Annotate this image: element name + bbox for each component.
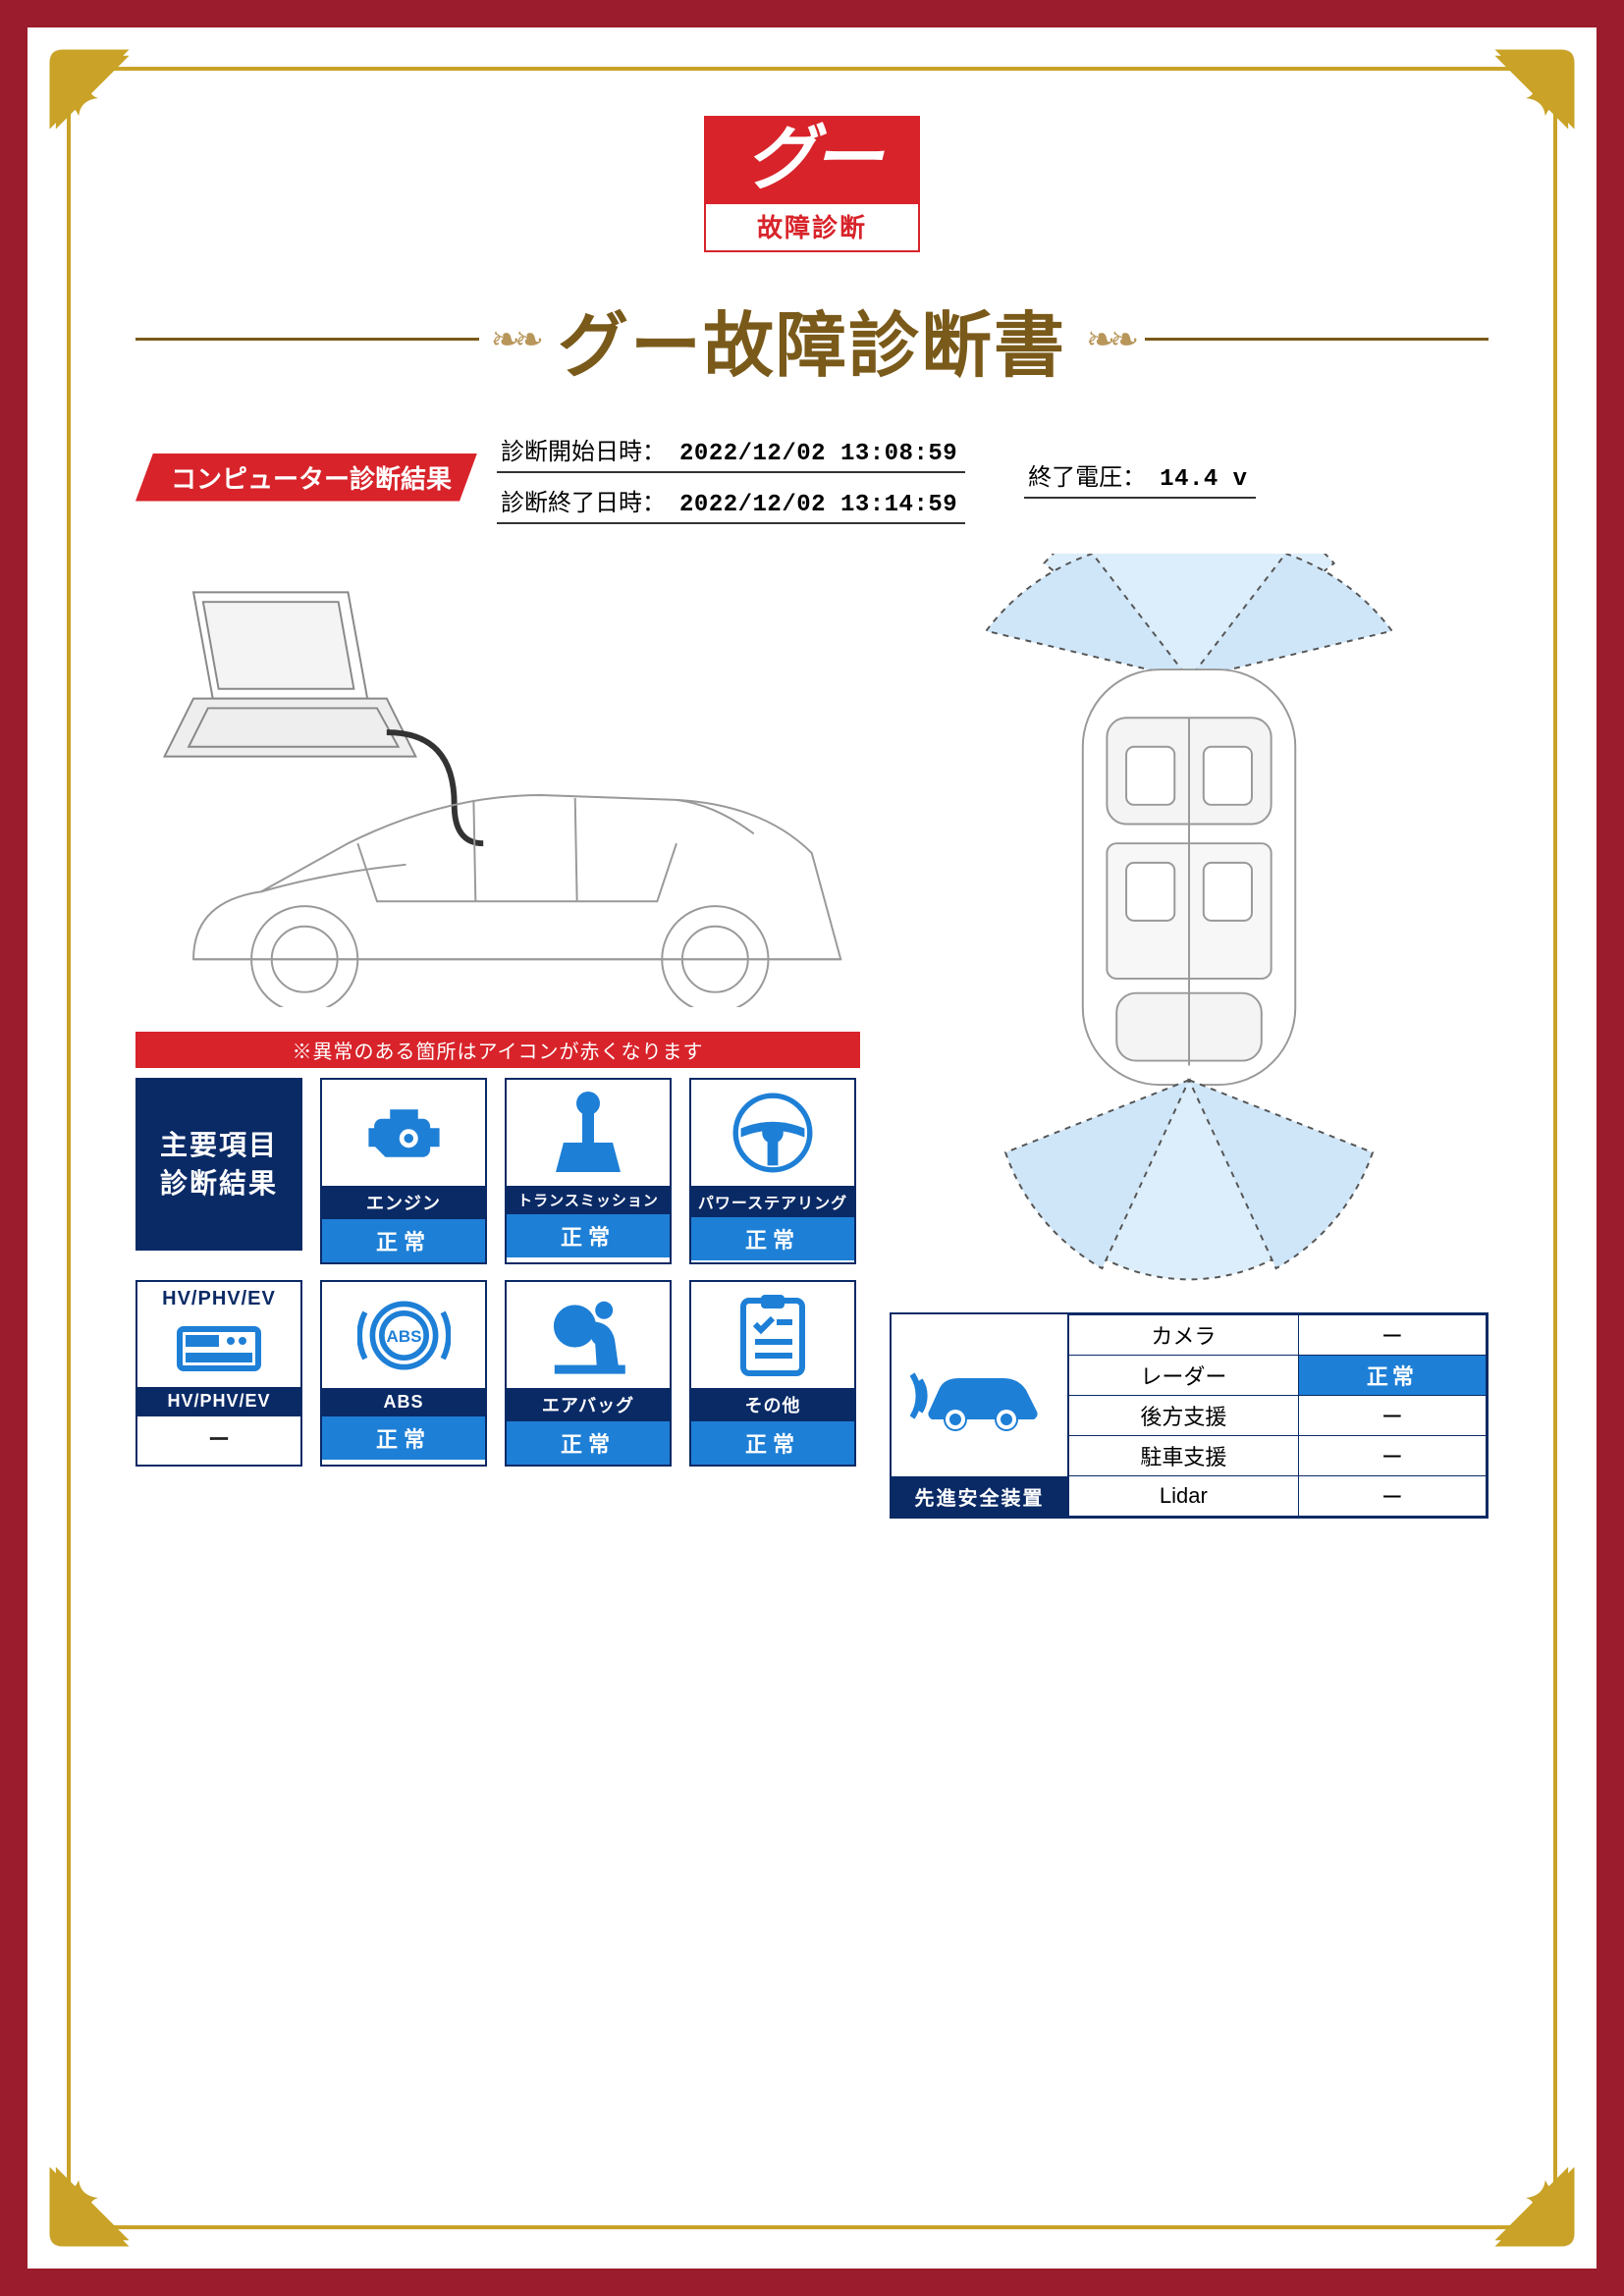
title-rule-left: [135, 338, 479, 341]
tile-other-status: 正常: [691, 1421, 854, 1465]
grid-header-text: 主要項目 診断結果: [160, 1126, 278, 1202]
meta-voltage: 終了電圧： 14.4 v: [1024, 455, 1255, 499]
title-ornament-left: ❧❧: [491, 319, 538, 360]
meta-end-value: 2022/12/02 13:14:59: [679, 492, 957, 518]
tile-engine-status: 正常: [322, 1219, 485, 1262]
tile-power-steering: パワーステアリング 正常: [689, 1078, 856, 1264]
car-side-diagram: ※異常のある箇所はアイコンが赤くなります 主要項目 診断結果 エンジン 正常: [135, 554, 860, 1467]
tile-abs: ABS ABS 正常: [320, 1280, 487, 1467]
tile-steering-status: 正常: [691, 1217, 854, 1260]
meta-end-label: 診断終了日時：: [501, 483, 666, 517]
meta-start-label: 診断開始日時：: [501, 432, 666, 466]
title-rule-right: [1145, 338, 1489, 341]
tile-hv-title: HV/PHV/EV: [137, 1282, 300, 1310]
adas-row-value: ー: [1298, 1435, 1486, 1475]
tile-hv: HV/PHV/EV HV/PHV/EV ー: [135, 1280, 302, 1467]
clipboard-icon: [691, 1282, 854, 1388]
adas-car-icon: [892, 1314, 1067, 1476]
diagram-row: ※異常のある箇所はアイコンが赤くなります 主要項目 診断結果 エンジン 正常: [135, 554, 1489, 1519]
tile-airbag-status: 正常: [507, 1421, 670, 1465]
tile-transmission-status: 正常: [507, 1214, 670, 1257]
tile-hv-status: ー: [137, 1415, 300, 1460]
adas-row-name: カメラ: [1068, 1314, 1298, 1355]
adas-row-name: Lidar: [1068, 1475, 1298, 1516]
meta-start: 診断開始日時： 2022/12/02 13:08:59: [497, 430, 965, 473]
abs-icon: ABS: [322, 1282, 485, 1388]
transmission-icon: [507, 1080, 670, 1186]
title-row: ❧❧ グー故障診断書 ❧❧: [135, 288, 1489, 391]
tile-transmission-label: トランスミッション: [507, 1186, 670, 1214]
adas-table: 先進安全装置 カメラ ー レーダー 正常 後方支援 ー 駐車支援 ー Lidar: [890, 1312, 1489, 1519]
adas-row-name: レーダー: [1068, 1355, 1298, 1395]
content-area: グー 故障診断 ❧❧ グー故障診断書 ❧❧ コンピューター診断結果 診断開始日時…: [77, 77, 1547, 1548]
adas-row-value: 正常: [1298, 1355, 1486, 1395]
adas-row-name: 駐車支援: [1068, 1435, 1298, 1475]
meta-voltage-value: 14.4 v: [1160, 466, 1247, 493]
logo-top-text: グー: [706, 118, 918, 204]
adas-row-value: ー: [1298, 1314, 1486, 1355]
tile-hv-label: HV/PHV/EV: [137, 1387, 300, 1415]
tile-steering-label: パワーステアリング: [691, 1186, 854, 1217]
section-ribbon: コンピューター診断結果: [135, 454, 477, 502]
certificate-frame: グー 故障診断 ❧❧ グー故障診断書 ❧❧ コンピューター診断結果 診断開始日時…: [27, 27, 1597, 2269]
diagnosis-icon-grid: 主要項目 診断結果 エンジン 正常: [135, 1078, 860, 1467]
tile-airbag-label: エアバッグ: [507, 1388, 670, 1421]
car-top-diagram: 先進安全装置 カメラ ー レーダー 正常 後方支援 ー 駐車支援 ー Lidar: [890, 554, 1489, 1519]
corner-flourish: [45, 2163, 134, 2251]
tile-transmission: トランスミッション 正常: [505, 1078, 672, 1264]
grid-header-tile: 主要項目 診断結果: [135, 1078, 302, 1251]
tile-engine: エンジン 正常: [320, 1078, 487, 1264]
tile-abs-status: 正常: [322, 1416, 485, 1460]
meta-end: 診断終了日時： 2022/12/02 13:14:59: [497, 481, 965, 524]
adas-caption: 先進安全装置: [892, 1476, 1067, 1517]
adas-row-value: ー: [1298, 1475, 1486, 1516]
tile-abs-label: ABS: [322, 1388, 485, 1416]
meta-voltage-label: 終了電圧：: [1028, 457, 1146, 492]
notice-bar: ※異常のある箇所はアイコンが赤くなります: [135, 1032, 860, 1068]
hv-icon: [137, 1310, 300, 1387]
tile-other: その他 正常: [689, 1280, 856, 1467]
logo-bottom-text: 故障診断: [706, 204, 918, 250]
corner-flourish: [1490, 2163, 1579, 2251]
meta-start-value: 2022/12/02 13:08:59: [679, 441, 957, 467]
airbag-icon: [507, 1282, 670, 1388]
adas-row-value: ー: [1298, 1395, 1486, 1435]
section-meta-row: コンピューター診断結果 診断開始日時： 2022/12/02 13:08:59 …: [135, 430, 1489, 524]
steering-icon: [691, 1080, 854, 1186]
document-title: グー故障診断書: [550, 288, 1074, 391]
adas-row-name: 後方支援: [1068, 1395, 1298, 1435]
tile-other-label: その他: [691, 1388, 854, 1421]
title-ornament-right: ❧❧: [1086, 319, 1133, 360]
tile-airbag: エアバッグ 正常: [505, 1280, 672, 1467]
adas-values: カメラ ー レーダー 正常 後方支援 ー 駐車支援 ー Lidar ー: [1068, 1314, 1487, 1517]
brand-logo: グー 故障診断: [135, 116, 1489, 252]
engine-icon: [322, 1080, 485, 1186]
svg-text:ABS: ABS: [386, 1327, 421, 1346]
tile-engine-label: エンジン: [322, 1186, 485, 1219]
